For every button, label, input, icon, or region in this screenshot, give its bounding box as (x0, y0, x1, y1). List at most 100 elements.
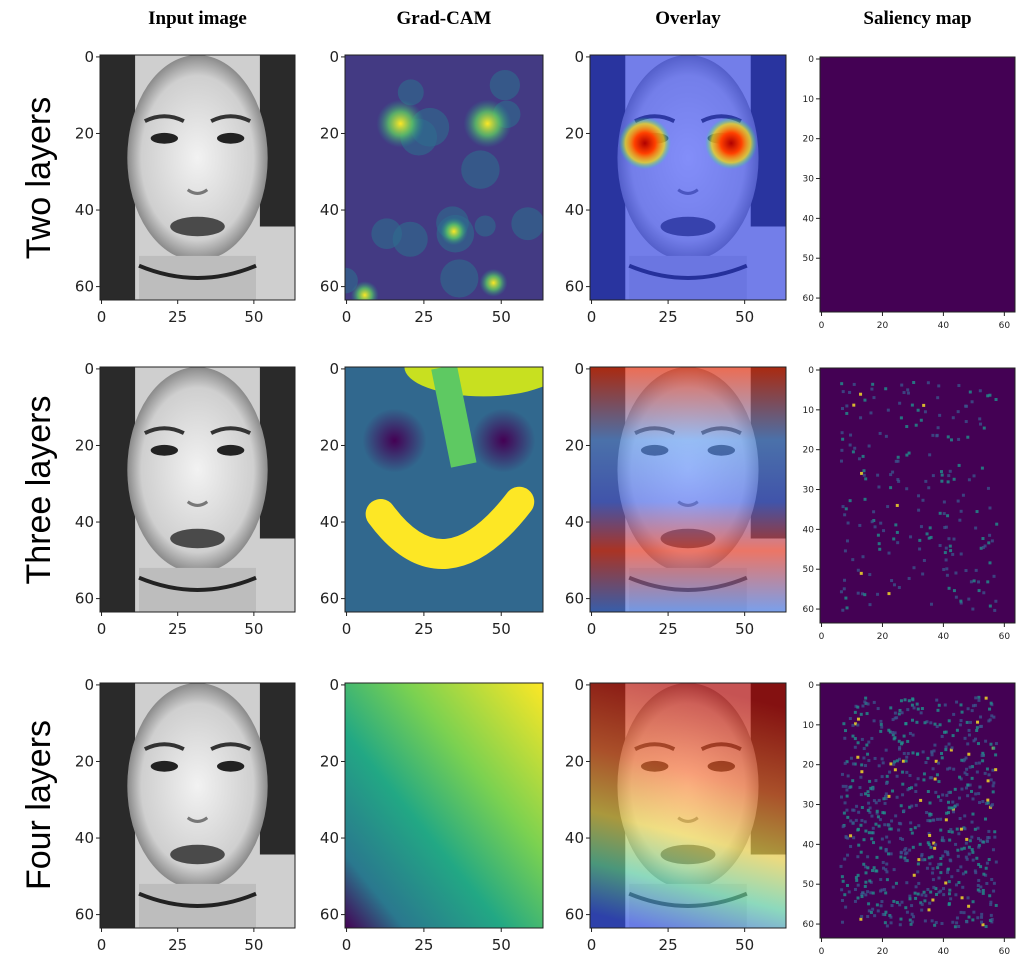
y-tick-label: 50 (803, 880, 815, 890)
saliency-pixel (869, 603, 872, 606)
saliency-pixel (968, 478, 971, 481)
saliency-pixel (966, 742, 969, 745)
saliency-pixel (946, 574, 949, 577)
saliency-pixel (845, 404, 848, 407)
y-tick-label: 0 (574, 676, 584, 694)
saliency-pixel (855, 876, 858, 879)
saliency-pixel (914, 783, 917, 786)
saliency-pixel (923, 772, 926, 775)
saliency-pixel (877, 485, 880, 488)
saliency-pixel (861, 895, 864, 898)
saliency-pixel (939, 512, 942, 515)
saliency-pixel (950, 806, 953, 809)
saliency-pixel (985, 882, 988, 885)
saliency-pixel (891, 904, 894, 907)
saliency-pixel (930, 536, 933, 539)
saliency-pixel (921, 572, 924, 575)
y-tick-label: 20 (803, 761, 815, 771)
y-tick-label: 60 (565, 906, 584, 924)
saliency-pixel (864, 498, 867, 501)
saliency-pixel (841, 773, 844, 776)
saliency-pixel (852, 836, 855, 839)
saliency-pixel (868, 831, 871, 834)
x-tick-label: 40 (938, 321, 950, 331)
saliency-pixel (933, 847, 936, 850)
saliency-pixel (952, 713, 955, 716)
saliency-pixel (947, 435, 950, 438)
image-content (590, 367, 786, 612)
saliency-pixel (872, 841, 875, 844)
saliency-pixel (841, 438, 844, 441)
saliency-pixel (936, 773, 939, 776)
saliency-pixel (946, 851, 949, 854)
saliency-pixel (910, 786, 913, 789)
saliency-pixel (846, 539, 849, 542)
saliency-pixel (939, 818, 942, 821)
cam-hot (480, 269, 508, 297)
y-tick-label: 40 (75, 513, 94, 531)
saliency-pixel (938, 414, 941, 417)
saliency-pixel (985, 925, 988, 928)
saliency-pixel (890, 819, 893, 822)
saliency-pixel (967, 896, 970, 899)
saliency-pixel (976, 726, 979, 729)
x-tick-label: 20 (877, 632, 889, 642)
saliency-pixel (854, 711, 857, 714)
saliency-pixel (884, 921, 887, 924)
saliency-pixel (843, 812, 846, 815)
saliency-pixel (900, 804, 903, 807)
saliency-pixel (917, 824, 920, 827)
saliency-pixel (910, 805, 913, 808)
saliency-pixel (886, 878, 889, 881)
y-tick-label: 0 (84, 48, 94, 66)
saliency-pixel (895, 460, 898, 463)
saliency-pixel (905, 756, 908, 759)
saliency-pixel (855, 805, 858, 808)
saliency-pixel (970, 580, 973, 583)
saliency-pixel (940, 470, 943, 473)
saliency-pixel (987, 779, 990, 782)
x-tick-label: 0 (97, 936, 107, 954)
figure: Input image02550020406002550020406002550… (0, 0, 1036, 973)
saliency-pixel (947, 811, 950, 814)
saliency-pixel (910, 923, 913, 926)
saliency-pixel (918, 547, 921, 550)
y-tick-label: 60 (75, 590, 94, 608)
saliency-pixel (873, 799, 876, 802)
saliency-pixel (911, 704, 914, 707)
saliency-pixel (851, 779, 854, 782)
saliency-pixel (911, 913, 914, 916)
eye (217, 133, 244, 144)
y-tick-label: 0 (808, 366, 814, 376)
saliency-pixel (896, 531, 899, 534)
saliency-pixel (915, 804, 918, 807)
saliency-pixel (982, 841, 985, 844)
y-tick-label: 50 (803, 565, 815, 575)
saliency-pixel (936, 709, 939, 712)
saliency-pixel (957, 832, 960, 835)
saliency-pixel (962, 872, 965, 875)
y-tick-label: 20 (75, 436, 94, 454)
saliency-pixel (944, 881, 947, 884)
saliency-pixel (842, 785, 845, 788)
saliency-pixel (955, 596, 958, 599)
saliency-pixel (977, 699, 980, 702)
image-content (345, 683, 543, 928)
cam-blob (475, 215, 496, 236)
saliency-pixel (980, 921, 983, 924)
saliency-pixel (940, 752, 943, 755)
saliency-pixel (954, 925, 957, 928)
saliency-pixel (911, 832, 914, 835)
x-tick-label: 20 (877, 947, 889, 957)
saliency-pixel (985, 697, 988, 700)
saliency-pixel (993, 575, 996, 578)
saliency-pixel (859, 824, 862, 827)
saliency-pixel (965, 838, 968, 841)
saliency-pixel (862, 863, 865, 866)
saliency-pixel (948, 889, 951, 892)
saliency-pixel (993, 830, 996, 833)
saliency-pixel (853, 383, 856, 386)
saliency-pixel (861, 892, 864, 895)
saliency-pixel (992, 784, 995, 787)
saliency-pixel (868, 780, 871, 783)
